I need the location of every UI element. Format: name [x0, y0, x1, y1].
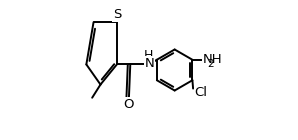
- Text: S: S: [113, 9, 121, 21]
- Text: N: N: [145, 57, 155, 70]
- Text: Cl: Cl: [194, 86, 207, 99]
- Text: O: O: [124, 98, 134, 111]
- Text: 2: 2: [207, 59, 213, 69]
- Text: H: H: [144, 49, 153, 62]
- Text: NH: NH: [203, 53, 222, 66]
